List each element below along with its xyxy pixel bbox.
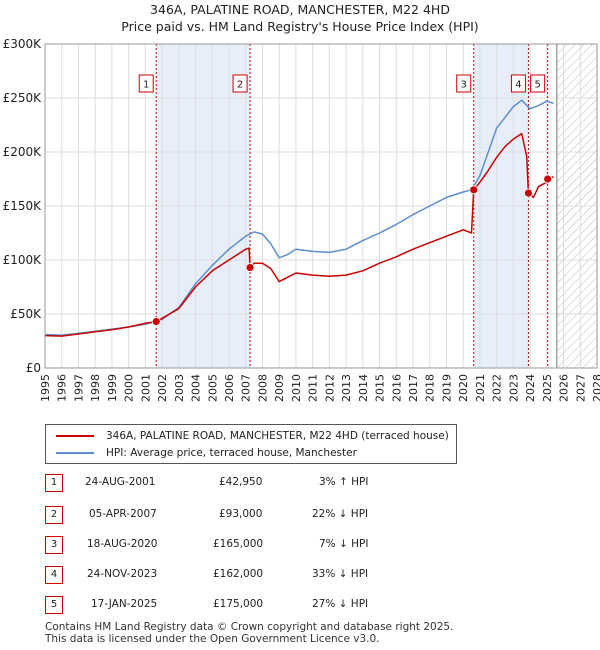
transaction-hpi: 33% ↓ HPI [312, 568, 369, 580]
x-tick-label: 2024 [524, 374, 537, 402]
transaction-label-box [138, 74, 154, 93]
x-tick-label: 2003 [173, 374, 186, 402]
x-tick-label: 2009 [273, 374, 286, 402]
transaction-badge: 1 [45, 474, 63, 492]
transaction-label-box [530, 74, 546, 93]
chart-subtitle: Price paid vs. HM Land Registry's House … [121, 19, 479, 34]
y-tick-label: £300K [3, 37, 43, 51]
footer: Contains HM Land Registry data © Crown c… [45, 621, 453, 645]
transaction-hpi: 22% ↓ HPI [312, 508, 369, 520]
transaction-price: £165,000 [213, 538, 264, 550]
transaction-badge: 3 [45, 536, 63, 554]
transaction-badge: 5 [45, 596, 63, 614]
transaction-badge: 4 [45, 566, 63, 584]
legend-label-hpi: HPI: Average price, terraced house, Manc… [106, 447, 357, 459]
table-row: 4 24-NOV-2023 £162,000 33% ↓ HPI [45, 566, 465, 588]
x-tick-label: 2022 [491, 374, 504, 402]
x-tick-label: 2028 [591, 374, 600, 402]
table-row: 1 24-AUG-2001 £42,950 3% ↑ HPI [45, 474, 465, 496]
transaction-date: 24-NOV-2023 [87, 568, 158, 580]
sale-point [245, 263, 255, 272]
transaction-date: 17-JAN-2025 [91, 598, 158, 610]
y-tick-label: £50K [10, 307, 42, 321]
x-tick-label: 2027 [574, 374, 587, 402]
legend-item-property: 346A, PALATINE ROAD, MANCHESTER, M22 4HD… [56, 428, 449, 444]
x-tick-label: 2019 [440, 374, 453, 402]
footer-license: This data is licensed under the Open Gov… [45, 633, 380, 645]
x-tick-label: 1997 [72, 374, 85, 402]
table-row: 2 05-APR-2007 £93,000 22% ↓ HPI [45, 506, 465, 528]
transaction-price: £42,950 [219, 476, 263, 488]
legend: 346A, PALATINE ROAD, MANCHESTER, M22 4HD… [45, 424, 457, 464]
transaction-hpi: 27% ↓ HPI [312, 598, 369, 610]
x-tick-label: 2015 [374, 374, 387, 402]
x-tick-label: 2002 [156, 374, 169, 402]
transaction-label-box [232, 74, 248, 93]
table-row: 3 18-AUG-2020 £165,000 7% ↓ HPI [45, 536, 465, 558]
transaction-date: 18-AUG-2020 [87, 538, 158, 550]
plot-frame [44, 43, 598, 369]
transaction-price: £93,000 [219, 508, 263, 520]
y-tick-label: £250K [3, 91, 43, 105]
transaction-label: 3 [461, 80, 467, 91]
x-tick-label: 2013 [340, 374, 353, 402]
x-tick-label: 2025 [541, 374, 554, 402]
x-tick-label: 1998 [89, 374, 102, 402]
x-tick-label: 2020 [457, 374, 470, 402]
transaction-label-box [510, 74, 526, 93]
x-tick-label: 2008 [256, 374, 269, 402]
transaction-label-box [456, 74, 472, 93]
y-tick-label: £100K [3, 253, 43, 267]
legend-label-property: 346A, PALATINE ROAD, MANCHESTER, M22 4HD… [106, 430, 449, 442]
x-tick-label: 2014 [357, 374, 370, 402]
x-tick-label: 2012 [323, 374, 336, 402]
x-tick-label: 2011 [307, 374, 320, 402]
transaction-badge: 2 [45, 506, 63, 524]
x-tick-label: 2016 [390, 374, 403, 402]
transaction-date: 24-AUG-2001 [85, 476, 156, 488]
x-tick-label: 1996 [56, 374, 69, 402]
chart-title: 346A, PALATINE ROAD, MANCHESTER, M22 4HD [150, 2, 450, 17]
table-row: 5 17-JAN-2025 £175,000 27% ↓ HPI [45, 596, 465, 618]
y-tick-label: £200K [3, 145, 43, 159]
sale-point [151, 317, 161, 327]
transaction-hpi: 7% ↓ HPI [319, 538, 369, 550]
footer-copyright: Contains HM Land Registry data © Crown c… [45, 621, 454, 633]
x-tick-label: 2018 [424, 374, 437, 402]
x-tick-label: 2004 [190, 374, 203, 402]
x-tick-label: 2021 [474, 374, 487, 402]
sale-point [543, 174, 553, 184]
x-tick-label: 2000 [123, 374, 136, 402]
series-line-property [44, 132, 554, 337]
x-tick-label: 2026 [558, 374, 571, 402]
x-tick-label: 2007 [240, 374, 253, 402]
x-tick-label: 1999 [106, 374, 119, 402]
transaction-label: 5 [534, 80, 540, 91]
x-tick-label: 2023 [507, 374, 520, 402]
x-tick-label: 2001 [139, 374, 152, 402]
legend-swatch-property [56, 435, 94, 437]
x-tick-label: 2010 [290, 374, 303, 402]
transaction-price: £175,000 [213, 598, 264, 610]
transaction-hpi: 3% ↑ HPI [319, 476, 369, 488]
legend-swatch-hpi [56, 452, 94, 454]
x-tick-label: 2005 [206, 374, 219, 402]
transaction-price: £162,000 [213, 568, 264, 580]
x-tick-label: 2017 [407, 374, 420, 402]
x-tick-label: 1995 [39, 374, 52, 402]
transaction-date: 05-APR-2007 [89, 508, 157, 520]
sale-point [524, 188, 533, 198]
sale-point [469, 185, 479, 195]
transaction-label: 2 [237, 80, 243, 91]
x-tick-label: 2006 [223, 374, 236, 402]
y-tick-label: £0 [26, 361, 41, 375]
price-chart: 1 2 3 4 5 £0 £50K £100K £150K £200K £250K £300K 199… [3, 37, 600, 402]
transaction-label: 1 [143, 80, 149, 91]
transaction-label: 4 [515, 80, 521, 91]
y-tick-label: £150K [3, 199, 43, 213]
legend-item-hpi: HPI: Average price, terraced house, Manc… [56, 445, 357, 461]
